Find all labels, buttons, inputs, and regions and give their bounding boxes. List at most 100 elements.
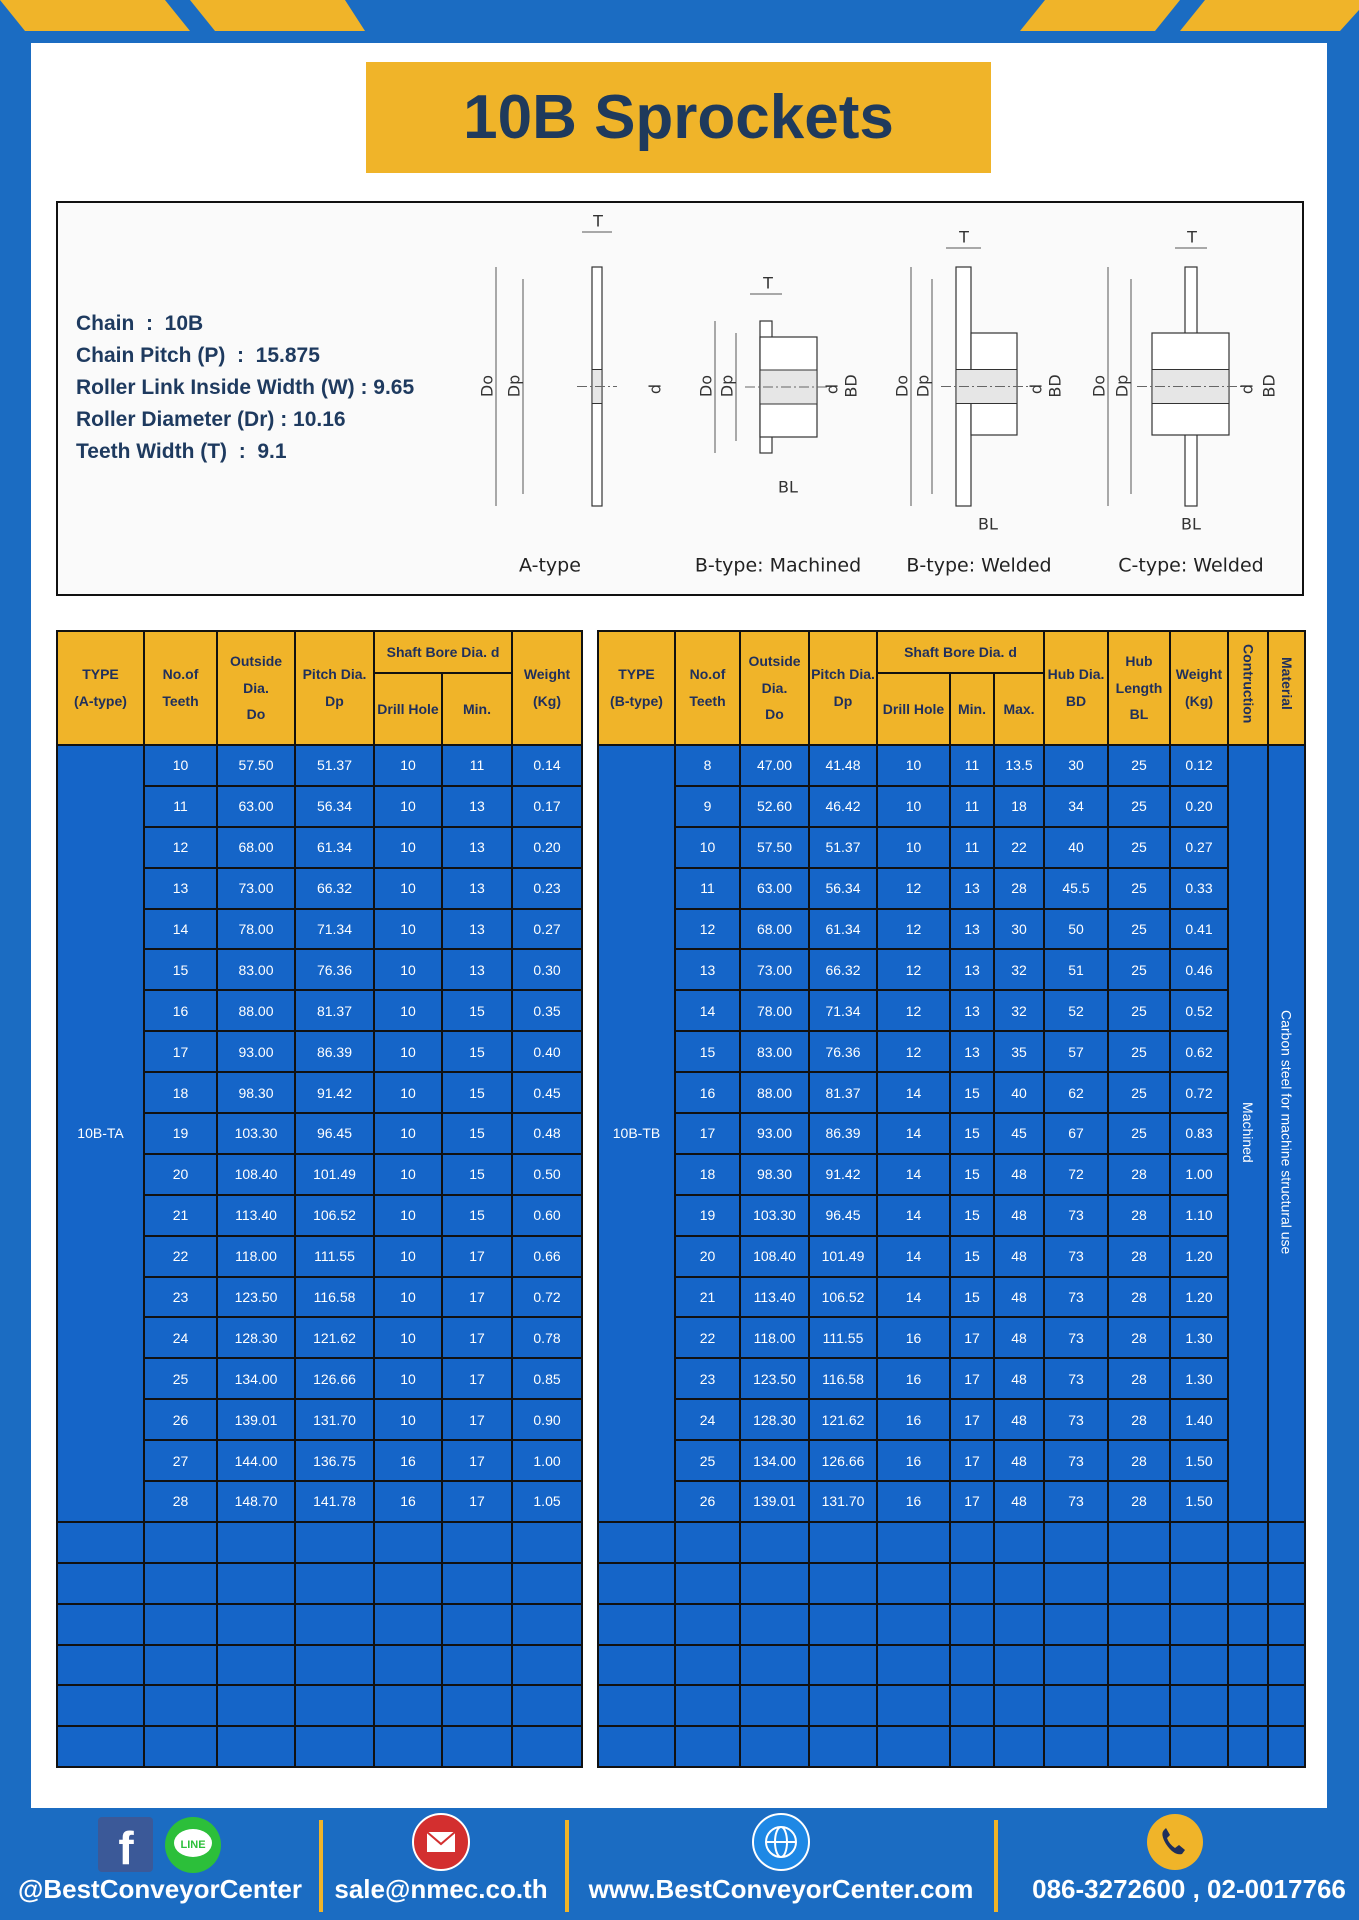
diagram-caption: B-type: Machined (695, 555, 861, 577)
cell: 1.50 (1169, 1439, 1229, 1483)
cell: 28 (1107, 1275, 1171, 1319)
cell: 18 (993, 784, 1045, 828)
cell: 76.36 (294, 948, 375, 992)
cell: 17 (440, 1275, 514, 1319)
table-b-type: TYPE (B-type) No.of Teeth Outside Dia. Do P… (597, 630, 1306, 1769)
cell: 0.90 (511, 1398, 584, 1442)
dimension-label: d (1238, 384, 1257, 394)
cell: 25 (143, 1357, 218, 1401)
stripe (1020, 0, 1180, 31)
empty-cell (674, 1684, 741, 1728)
cell: 1.00 (511, 1439, 584, 1483)
empty-cell (1043, 1520, 1109, 1564)
cell: 25 (1107, 825, 1171, 869)
empty-cell (1043, 1561, 1109, 1605)
data-row: 15 83.00 76.36 12 13 35 57 25 0.62 (598, 1030, 1305, 1074)
empty-cell (876, 1602, 951, 1646)
cell: 0.12 (1169, 744, 1229, 787)
cell: 19 (143, 1112, 218, 1155)
cell: 16 (143, 989, 218, 1033)
cell: 25 (1107, 948, 1171, 992)
cell: 13 (440, 907, 514, 951)
cell: 91.42 (808, 1152, 878, 1196)
empty-cell (511, 1725, 584, 1769)
empty-cell (739, 1602, 810, 1646)
cell: 51 (1043, 948, 1109, 992)
dimension-label: Do (697, 375, 716, 397)
cell: 118.00 (216, 1234, 296, 1278)
cell: 13 (949, 907, 995, 951)
empty-cell (56, 1643, 145, 1687)
cell: 16 (876, 1398, 951, 1442)
cell: 48 (993, 1480, 1045, 1523)
empty-cell (216, 1725, 296, 1769)
empty-cell (1043, 1684, 1109, 1728)
header-cell: Drill Hole (876, 672, 951, 746)
cell: 139.01 (216, 1398, 296, 1442)
cell: 17 (949, 1480, 995, 1523)
cell: 12 (876, 948, 951, 992)
cell: 17 (440, 1398, 514, 1442)
cell: 15 (949, 1275, 995, 1319)
cell: 10 (373, 948, 443, 992)
cell: 10 (373, 1193, 443, 1237)
stripe (0, 0, 190, 31)
header-row: Drill Hole Min. (57, 672, 582, 746)
cell: 28 (1107, 1152, 1171, 1196)
dimension-label: d (646, 384, 665, 394)
cell: 106.52 (294, 1193, 375, 1237)
data-row: 18 98.30 91.42 14 15 48 72 28 1.00 (598, 1152, 1305, 1196)
empty-cell (1267, 1643, 1306, 1687)
empty-cell (511, 1561, 584, 1605)
cell: 48 (993, 1275, 1045, 1319)
cell: 32 (993, 989, 1045, 1033)
cell: 0.35 (511, 989, 584, 1033)
cell: 41.48 (808, 744, 878, 787)
cell: 10 (373, 1030, 443, 1074)
data-row: 18 98.30 91.42 10 15 0.45 (57, 1071, 584, 1115)
empty-cell (1107, 1602, 1171, 1646)
empty-cell (56, 1520, 145, 1564)
empty-cell (294, 1725, 375, 1769)
data-row: 13 73.00 66.32 10 13 0.23 (57, 866, 584, 910)
dimension-label: BL (978, 515, 998, 534)
cell: 93.00 (216, 1030, 296, 1074)
header-text: Material (1278, 657, 1295, 711)
type-cell: 10B-TB (597, 744, 676, 1523)
cell: 91.42 (294, 1071, 375, 1115)
empty-cell (949, 1643, 995, 1687)
cell: 96.45 (808, 1193, 878, 1237)
empty-cell (1169, 1520, 1229, 1564)
cell: 144.00 (216, 1439, 296, 1483)
empty-cell (993, 1602, 1045, 1646)
empty-cell (1227, 1684, 1269, 1728)
cell: 98.30 (739, 1152, 810, 1196)
empty-cell (949, 1561, 995, 1605)
contact: @BestConveyorCenter (18, 1874, 302, 1904)
cell: 73 (1043, 1357, 1109, 1401)
empty-cell (808, 1684, 878, 1728)
cell: 32 (993, 948, 1045, 992)
dimension-label: d (823, 384, 842, 394)
cell: 76.36 (808, 1030, 878, 1074)
data-row: 22 118.00 111.55 10 17 0.66 (57, 1234, 584, 1278)
header-cell: Min. (440, 672, 514, 746)
cell: 48 (993, 1152, 1045, 1196)
top-stripes (0, 0, 1359, 31)
cell: 48 (993, 1316, 1045, 1360)
header-cell: Drill Hole (373, 672, 443, 746)
cell: 28 (1107, 1398, 1171, 1442)
cell: 10 (373, 1152, 443, 1196)
header-row: TYPE (A-type) No.of Teeth Outside Dia. Do P… (56, 630, 584, 746)
cell: 16 (876, 1357, 951, 1401)
cell: 25 (1107, 907, 1171, 951)
dimension-label: Dp (505, 375, 524, 397)
cell: 8 (674, 744, 741, 787)
empty-cell (216, 1561, 296, 1605)
empty-cell (597, 1684, 676, 1728)
cell: 45 (993, 1112, 1045, 1155)
empty-cell (1227, 1520, 1269, 1564)
cell: 126.66 (808, 1439, 878, 1483)
